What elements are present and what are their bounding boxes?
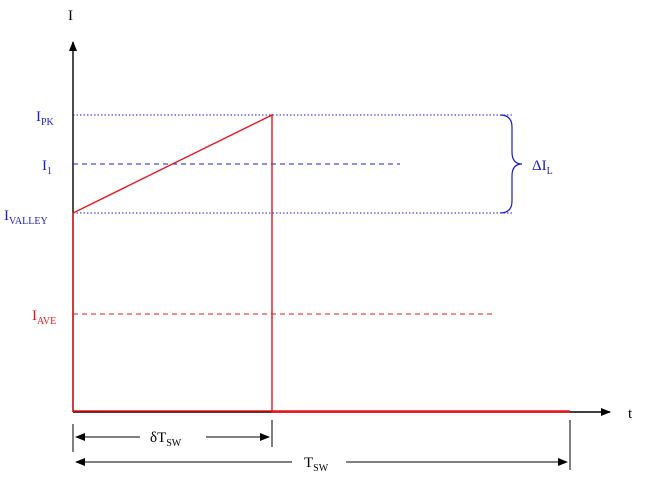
period-label: TSW <box>304 455 329 474</box>
ripple-brace <box>499 114 523 214</box>
valley-label: IVALLEY <box>4 208 48 227</box>
i1-label: I1 <box>42 158 52 177</box>
on-time-label: δTSW <box>150 430 182 449</box>
average-label: IAVE <box>32 308 56 327</box>
inductor-current-waveform <box>72 113 570 413</box>
y-axis-label: I <box>68 8 73 24</box>
x-axis-label: t <box>628 406 633 422</box>
ripple-label: ΔIL <box>532 158 553 177</box>
peak-label: IPK <box>36 109 55 128</box>
